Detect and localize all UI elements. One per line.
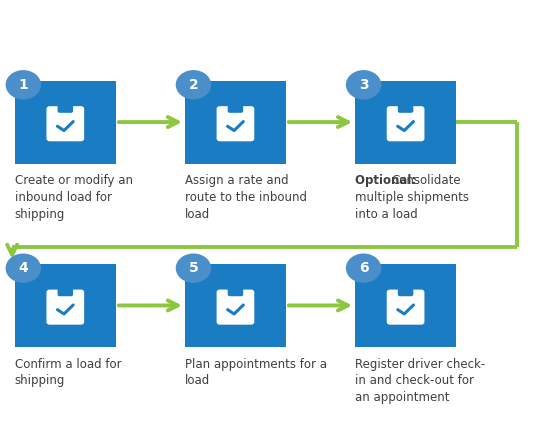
Text: Optional:: Optional: (355, 174, 421, 187)
Circle shape (347, 71, 381, 99)
Text: Register driver check-: Register driver check- (355, 358, 485, 371)
FancyBboxPatch shape (58, 287, 73, 296)
Text: into a load: into a load (355, 208, 418, 221)
Circle shape (6, 254, 40, 282)
FancyBboxPatch shape (46, 290, 84, 325)
Text: multiple shipments: multiple shipments (355, 191, 469, 204)
Text: 3: 3 (359, 78, 368, 92)
Bar (185, 264, 286, 347)
Circle shape (177, 254, 211, 282)
Bar (15, 264, 116, 347)
FancyBboxPatch shape (387, 290, 424, 325)
FancyBboxPatch shape (58, 104, 73, 113)
FancyBboxPatch shape (217, 290, 254, 325)
Text: shipping: shipping (15, 374, 65, 388)
Text: route to the inbound: route to the inbound (185, 191, 307, 204)
FancyBboxPatch shape (217, 106, 254, 141)
Text: load: load (185, 208, 210, 221)
Bar (185, 81, 286, 164)
FancyBboxPatch shape (387, 106, 424, 141)
FancyBboxPatch shape (398, 287, 413, 296)
Text: Plan appointments for a: Plan appointments for a (185, 358, 327, 371)
Circle shape (347, 254, 381, 282)
Circle shape (177, 71, 211, 99)
FancyBboxPatch shape (398, 104, 413, 113)
Text: an appointment: an appointment (355, 391, 450, 404)
Text: 6: 6 (359, 261, 368, 275)
FancyBboxPatch shape (228, 104, 243, 113)
Text: load: load (185, 374, 210, 388)
Text: in and check-out for: in and check-out for (355, 374, 474, 388)
Text: 2: 2 (188, 78, 198, 92)
Text: Confirm a load for: Confirm a load for (15, 358, 122, 371)
Text: 4: 4 (18, 261, 28, 275)
Text: 1: 1 (18, 78, 28, 92)
Text: 5: 5 (188, 261, 198, 275)
Circle shape (6, 71, 40, 99)
Text: Assign a rate and: Assign a rate and (185, 174, 288, 187)
Text: shipping: shipping (15, 208, 65, 221)
Text: inbound load for: inbound load for (15, 191, 112, 204)
Text: Consolidate: Consolidate (391, 174, 461, 187)
Bar (15, 81, 116, 164)
FancyBboxPatch shape (46, 106, 84, 141)
Text: Create or modify an: Create or modify an (15, 174, 133, 187)
Bar (355, 264, 456, 347)
Bar (355, 81, 456, 164)
FancyBboxPatch shape (228, 287, 243, 296)
